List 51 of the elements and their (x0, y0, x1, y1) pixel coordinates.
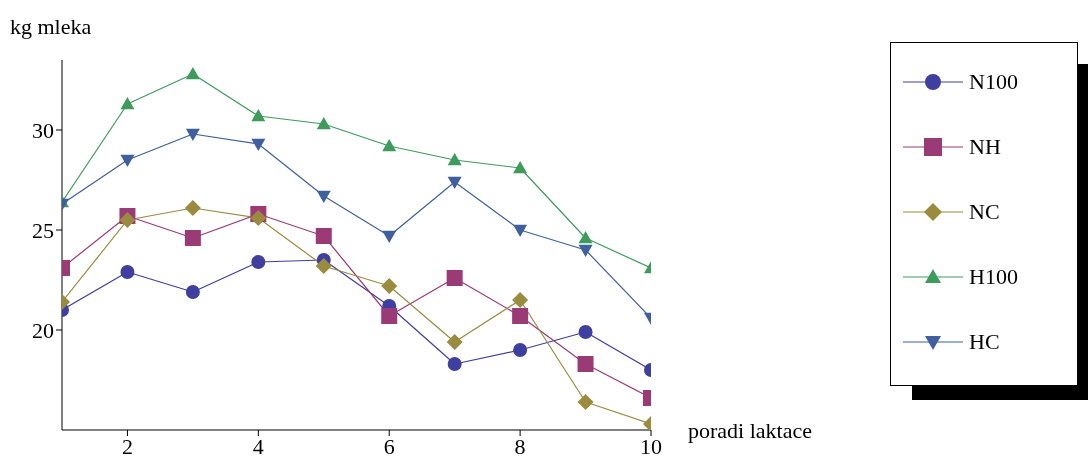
point (251, 255, 266, 269)
point (446, 270, 463, 286)
point (185, 128, 200, 141)
y-axis-title: kg mleka (10, 14, 92, 40)
point (120, 97, 135, 110)
point (119, 212, 136, 228)
y-tick-label: 25 (32, 217, 54, 243)
point (446, 334, 463, 350)
point (315, 228, 332, 244)
point (578, 325, 593, 339)
point (512, 308, 529, 324)
x-axis-title: poradi laktace (688, 418, 812, 444)
point (316, 117, 331, 130)
legend-label: NC (969, 198, 1000, 225)
x-tick-label: 8 (514, 433, 526, 459)
y-tick-label: 30 (32, 117, 54, 143)
y-tick-label: 20 (32, 317, 54, 343)
point (381, 308, 398, 324)
x-tick-label: 10 (640, 433, 662, 459)
point (447, 357, 462, 371)
point (578, 244, 593, 257)
x-tick-label: 4 (252, 433, 264, 459)
point (447, 176, 462, 189)
point (251, 138, 266, 151)
point (513, 343, 528, 357)
legend-label: H100 (969, 263, 1018, 290)
point (381, 278, 398, 294)
point (185, 67, 200, 80)
x-tick-label: 2 (121, 433, 133, 459)
point (513, 161, 528, 174)
x-tick-label: 6 (383, 433, 395, 459)
point (382, 139, 397, 152)
legend-label: N100 (969, 68, 1018, 95)
point (184, 230, 201, 246)
point (447, 153, 462, 166)
point (184, 200, 201, 216)
point (120, 154, 135, 167)
point (382, 230, 397, 243)
point (577, 356, 594, 372)
point (512, 292, 529, 308)
point (251, 109, 266, 122)
point (315, 258, 332, 274)
point (513, 224, 528, 237)
legend-label: HC (969, 328, 1000, 355)
point (120, 265, 135, 279)
point (185, 285, 200, 299)
legend-label: NH (969, 133, 1001, 160)
point (250, 210, 267, 226)
point (316, 190, 331, 203)
point (577, 394, 594, 410)
point (578, 231, 593, 244)
